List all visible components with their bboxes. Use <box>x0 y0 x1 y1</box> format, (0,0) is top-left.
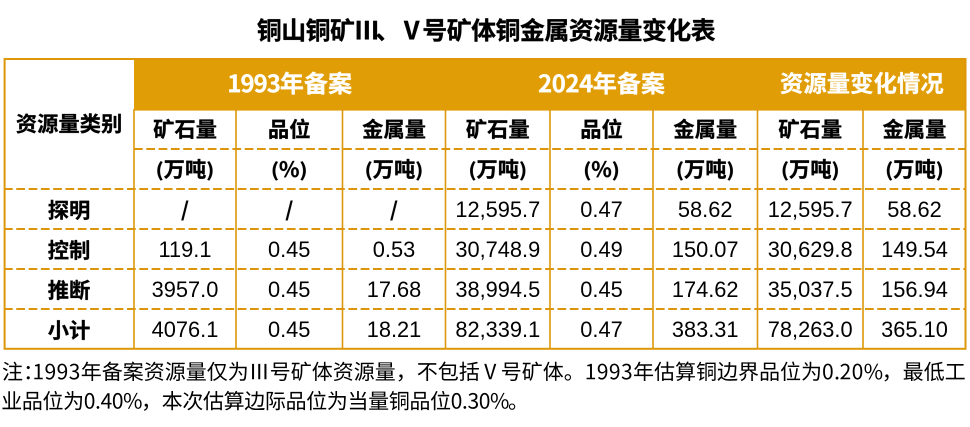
svg-text:149.54: 149.54 <box>881 237 948 262</box>
svg-text:58.62: 58.62 <box>887 197 942 222</box>
svg-text:38,994.5: 38,994.5 <box>455 277 540 302</box>
svg-text:0.47: 0.47 <box>580 317 622 342</box>
svg-text:383.31: 383.31 <box>672 317 739 342</box>
svg-text:78,263.0: 78,263.0 <box>768 317 853 342</box>
svg-text:0.45: 0.45 <box>268 317 310 342</box>
svg-text:174.62: 174.62 <box>672 277 739 302</box>
svg-text:0.47: 0.47 <box>580 197 622 222</box>
svg-text:0.45: 0.45 <box>268 277 310 302</box>
svg-text:82,339.1: 82,339.1 <box>455 317 540 342</box>
svg-text:0.45: 0.45 <box>268 237 310 262</box>
svg-text:12,595.7: 12,595.7 <box>768 197 853 222</box>
svg-text:30,629.8: 30,629.8 <box>768 237 853 262</box>
svg-text:119.1: 119.1 <box>159 237 212 262</box>
svg-text:12,595.7: 12,595.7 <box>455 197 540 222</box>
svg-text:365.10: 365.10 <box>881 317 948 342</box>
svg-text:17.68: 17.68 <box>367 277 422 302</box>
svg-text:0.49: 0.49 <box>580 237 622 262</box>
svg-text:58.62: 58.62 <box>678 197 733 222</box>
svg-text:156.94: 156.94 <box>881 277 948 302</box>
svg-text:0.45: 0.45 <box>580 277 622 302</box>
svg-text:4076.1: 4076.1 <box>152 317 219 342</box>
svg-text:150.07: 150.07 <box>672 237 739 262</box>
svg-text:35,037.5: 35,037.5 <box>768 277 853 302</box>
svg-text:3957.0: 3957.0 <box>152 277 219 302</box>
svg-text:18.21: 18.21 <box>367 317 422 342</box>
svg-text:30,748.9: 30,748.9 <box>455 237 540 262</box>
svg-text:0.53: 0.53 <box>373 237 415 262</box>
